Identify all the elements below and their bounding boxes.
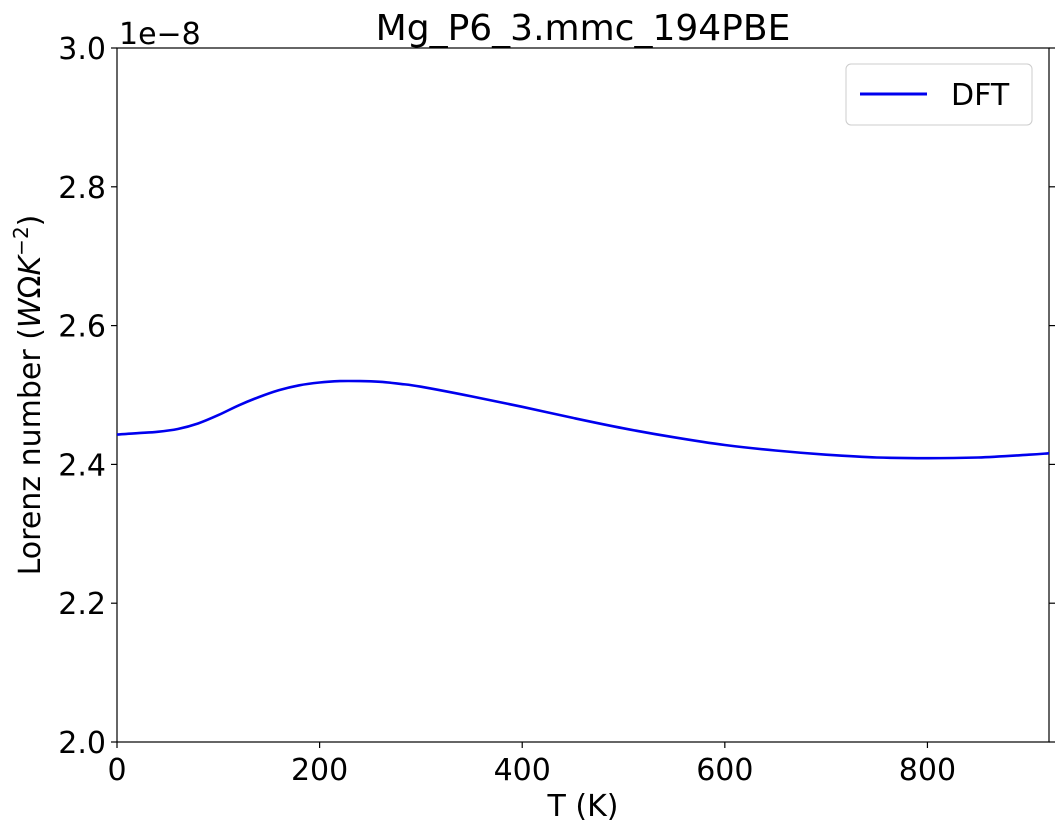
plot-area — [116, 47, 1050, 743]
x-tick-label: 800 — [899, 753, 956, 788]
series-line-dft — [116, 379, 1050, 460]
y-label-omega: Ω — [13, 275, 48, 298]
x-tick-label: 200 — [291, 753, 348, 788]
y-label-text: Lorenz number ( — [13, 328, 48, 575]
y-axis: 2.0 2.2 2.4 2.6 2.8 3.0 — [58, 32, 1055, 761]
y-tick-label: 3.0 — [58, 32, 106, 67]
legend-label-dft: DFT — [951, 78, 1010, 113]
y-tick-label: 2.6 — [58, 310, 106, 345]
y-tick-label: 2.4 — [58, 448, 106, 483]
x-tick-label: 600 — [696, 753, 753, 788]
y-label-close: ) — [13, 215, 48, 227]
y-axis-label: Lorenz number (WΩK−2) — [9, 215, 48, 576]
x-tick-label: 400 — [494, 753, 551, 788]
y-label-w: W — [13, 297, 48, 328]
legend-box — [845, 63, 1033, 126]
x-axis: 0 200 400 600 800 — [107, 742, 956, 788]
legend: DFT — [845, 63, 1033, 126]
y-label-exponent: −2 — [9, 226, 33, 255]
chart-title: Mg_P6_3.mmc_194PBE — [376, 8, 791, 49]
y-offset-text: 1e−8 — [119, 17, 201, 52]
x-tick-label: 0 — [107, 753, 126, 788]
series-layer — [116, 379, 1050, 460]
y-tick-label: 2.8 — [58, 171, 106, 206]
y-tick-label: 2.2 — [58, 587, 106, 622]
axes-frame — [116, 47, 1050, 743]
y-label-k: K — [13, 253, 48, 275]
y-tick-label: 2.0 — [58, 726, 106, 761]
x-axis-label: T (K) — [547, 789, 619, 824]
